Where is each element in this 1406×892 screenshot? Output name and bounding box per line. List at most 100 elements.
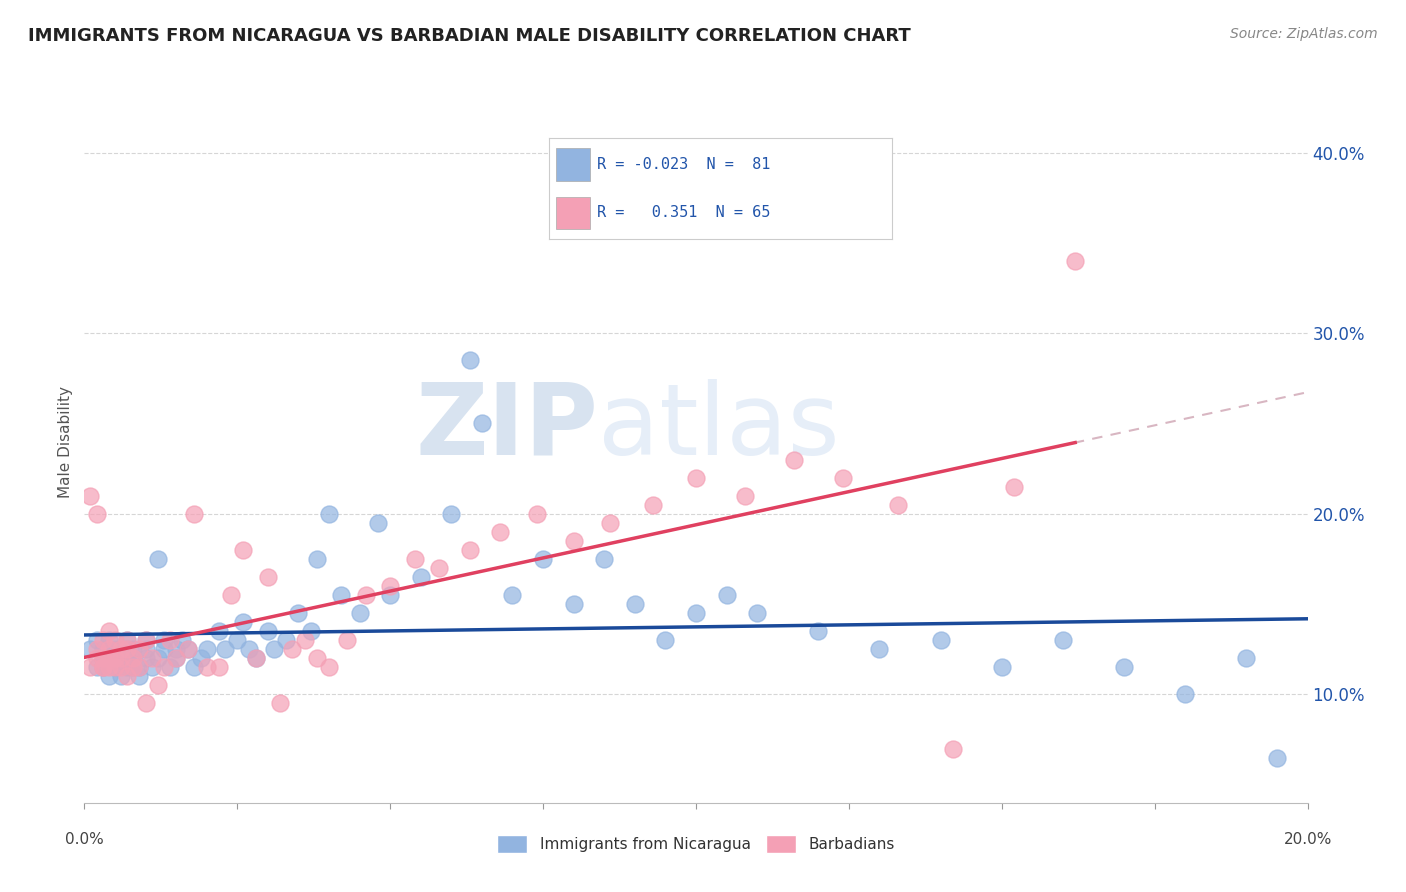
Point	[716, 588, 738, 602]
Point	[177, 642, 200, 657]
Point	[287, 606, 309, 620]
Point	[531, 552, 554, 566]
Point	[489, 524, 512, 539]
Point	[269, 697, 291, 711]
Point	[214, 642, 236, 657]
Point	[190, 651, 212, 665]
Point	[135, 651, 157, 665]
Point	[593, 552, 616, 566]
Point	[165, 642, 187, 657]
Point	[367, 516, 389, 530]
Point	[153, 642, 176, 657]
Point	[104, 633, 127, 648]
Point	[146, 651, 169, 665]
Point	[104, 651, 127, 665]
Point	[122, 651, 145, 665]
Point	[86, 633, 108, 648]
Text: Source: ZipAtlas.com: Source: ZipAtlas.com	[1230, 27, 1378, 41]
Point	[91, 660, 114, 674]
Point	[115, 633, 138, 648]
Point	[232, 615, 254, 630]
Point	[208, 660, 231, 674]
Point	[97, 669, 120, 683]
Point	[404, 552, 426, 566]
Point	[104, 660, 127, 674]
Point	[330, 588, 353, 602]
Point	[458, 353, 481, 368]
Text: 20.0%: 20.0%	[1284, 831, 1331, 847]
Point	[135, 633, 157, 648]
Point	[526, 507, 548, 521]
Point	[991, 660, 1014, 674]
Point	[122, 642, 145, 657]
Point	[146, 678, 169, 692]
Point	[1174, 687, 1197, 701]
Point	[294, 633, 316, 648]
Point	[807, 624, 830, 639]
Point	[79, 660, 101, 674]
Point	[115, 642, 138, 657]
Point	[232, 542, 254, 557]
Point	[869, 642, 891, 657]
Point	[887, 498, 910, 512]
Point	[281, 642, 304, 657]
Point	[747, 606, 769, 620]
Point	[245, 651, 267, 665]
Point	[86, 660, 108, 674]
Point	[238, 642, 260, 657]
Point	[104, 651, 127, 665]
Point	[318, 507, 340, 521]
Point	[177, 642, 200, 657]
Point	[97, 633, 120, 648]
Point	[141, 660, 163, 674]
Point	[1064, 253, 1087, 268]
Point	[91, 660, 114, 674]
Point	[115, 651, 138, 665]
Point	[153, 633, 176, 648]
Point	[91, 660, 114, 674]
Point	[86, 651, 108, 665]
Point	[135, 633, 157, 648]
Point	[783, 452, 806, 467]
Point	[104, 660, 127, 674]
Point	[110, 660, 132, 674]
Point	[257, 624, 280, 639]
Point	[110, 651, 132, 665]
Point	[276, 633, 298, 648]
Point	[305, 552, 328, 566]
Point	[159, 633, 181, 648]
Point	[942, 741, 965, 756]
Point	[91, 642, 114, 657]
Point	[643, 498, 665, 512]
Point	[1265, 750, 1288, 764]
Text: ZIP: ZIP	[415, 378, 598, 475]
Point	[128, 660, 150, 674]
Point	[153, 660, 176, 674]
Point	[128, 642, 150, 657]
Point	[195, 642, 218, 657]
Point	[599, 516, 621, 530]
Point	[91, 651, 114, 665]
Point	[502, 588, 524, 602]
Point	[115, 642, 138, 657]
Point	[91, 633, 114, 648]
Point	[115, 669, 138, 683]
Point	[305, 651, 328, 665]
Point	[79, 489, 101, 503]
Point	[97, 651, 120, 665]
Point	[115, 660, 138, 674]
Point	[122, 651, 145, 665]
Point	[110, 669, 132, 683]
Point	[91, 651, 114, 665]
Point	[104, 660, 127, 674]
Point	[257, 570, 280, 584]
Text: IMMIGRANTS FROM NICARAGUA VS BARBADIAN MALE DISABILITY CORRELATION CHART: IMMIGRANTS FROM NICARAGUA VS BARBADIAN M…	[28, 27, 911, 45]
Point	[110, 642, 132, 657]
Text: atlas: atlas	[598, 378, 839, 475]
Point	[562, 597, 585, 611]
Point	[128, 660, 150, 674]
Point	[97, 660, 120, 674]
Point	[440, 507, 463, 521]
Point	[122, 660, 145, 674]
Point	[1236, 651, 1258, 665]
